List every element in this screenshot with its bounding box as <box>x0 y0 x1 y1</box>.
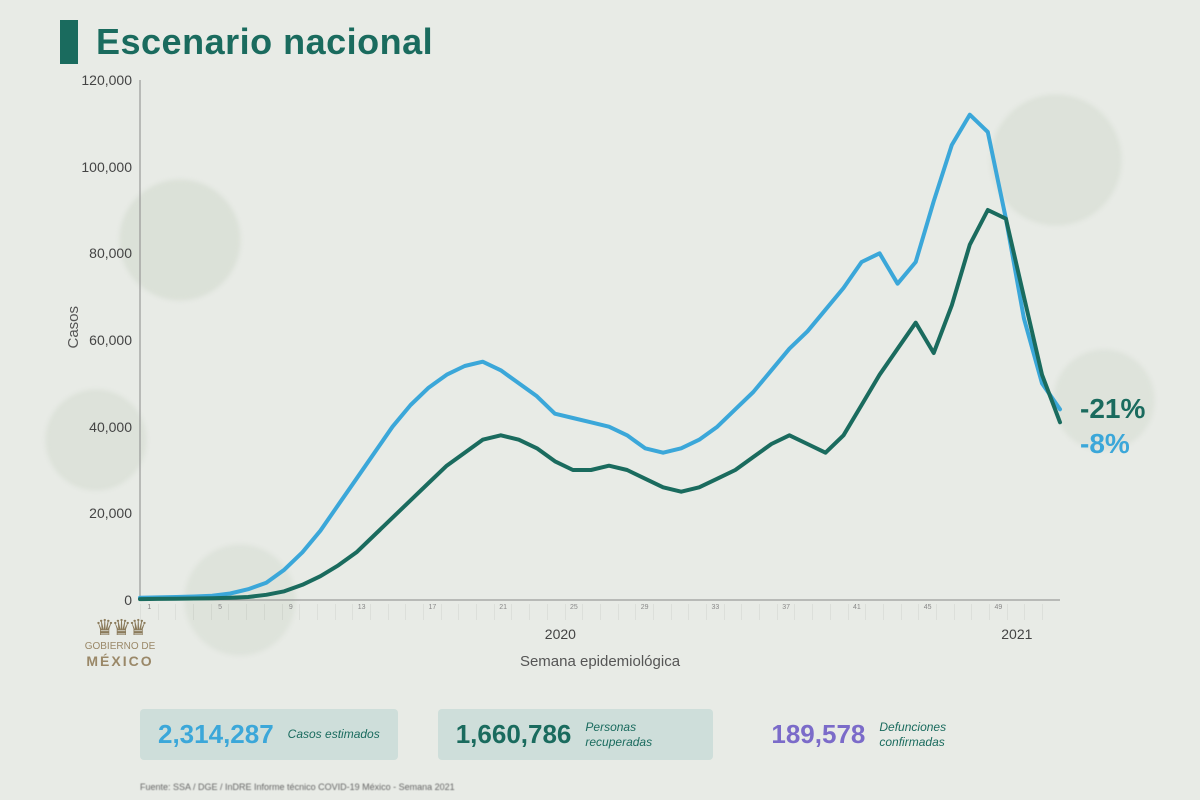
x-tick <box>954 604 972 620</box>
x-tick <box>441 604 459 620</box>
x-tick <box>724 604 742 620</box>
x-tick <box>794 604 812 620</box>
stat-defunciones: 189,578 Defunciones confirmadas <box>753 709 1007 760</box>
x-tick: 13 <box>352 604 370 620</box>
x-tick <box>193 604 211 620</box>
series-end-label: -21% <box>1080 393 1145 425</box>
x-tick: 21 <box>494 604 512 620</box>
x-tick <box>511 604 529 620</box>
x-tick <box>1007 604 1025 620</box>
page-title: Escenario nacional <box>96 21 433 63</box>
x-tick: 37 <box>777 604 795 620</box>
stat-value: 189,578 <box>771 719 865 750</box>
logo-line2: MÉXICO <box>70 653 170 670</box>
stat-label: Defunciones confirmadas <box>879 720 989 749</box>
stat-personas-recuperadas: 1,660,786 Personas recuperadas <box>438 709 714 760</box>
x-tick <box>264 604 282 620</box>
x-tick <box>476 604 494 620</box>
x-tick <box>1042 604 1060 620</box>
x-tick <box>370 604 388 620</box>
x-tick: 25 <box>565 604 583 620</box>
y-tick: 120,000 <box>81 72 132 88</box>
x-tick: 29 <box>635 604 653 620</box>
x-tick <box>936 604 954 620</box>
x-tick <box>228 604 246 620</box>
chart-container: Casos 020,00040,00060,00080,000100,00012… <box>140 80 1060 600</box>
x-tick <box>812 604 830 620</box>
x-tick <box>865 604 883 620</box>
x-tick <box>971 604 989 620</box>
title-accent-bar <box>60 20 78 64</box>
stat-value: 1,660,786 <box>456 719 572 750</box>
x-tick <box>618 604 636 620</box>
x-tick: 5 <box>211 604 229 620</box>
x-tick <box>299 604 317 620</box>
y-tick: 20,000 <box>89 505 132 521</box>
x-tick: 17 <box>423 604 441 620</box>
series-end-label: -8% <box>1080 428 1130 460</box>
y-tick: 80,000 <box>89 245 132 261</box>
x-tick <box>529 604 547 620</box>
x-tick: 33 <box>706 604 724 620</box>
stat-value: 2,314,287 <box>158 719 274 750</box>
x-tick: 45 <box>918 604 936 620</box>
x-tick <box>335 604 353 620</box>
x-tick <box>246 604 264 620</box>
x-tick <box>671 604 689 620</box>
x-tick <box>883 604 901 620</box>
stat-casos-estimados: 2,314,287 Casos estimados <box>140 709 398 760</box>
gobierno-logo: ♛♛♛ GOBIERNO DE MÉXICO <box>70 615 170 670</box>
x-tick <box>582 604 600 620</box>
x-tick <box>547 604 565 620</box>
x-tick <box>901 604 919 620</box>
x-tick <box>741 604 759 620</box>
x-tick <box>175 604 193 620</box>
y-tick: 60,000 <box>89 332 132 348</box>
x-tick-band: 15913172125293337414549 <box>140 604 1060 620</box>
x-year-2021: 2021 <box>1001 626 1032 642</box>
y-axis-label: Casos <box>65 306 82 349</box>
x-tick <box>317 604 335 620</box>
x-tick <box>759 604 777 620</box>
line-chart <box>140 80 1060 600</box>
x-tick <box>653 604 671 620</box>
series-line-estimados <box>140 115 1060 598</box>
logo-line1: GOBIERNO DE <box>70 641 170 653</box>
x-year-2020: 2020 <box>545 626 576 642</box>
x-tick <box>405 604 423 620</box>
footer-source: Fuente: SSA / DGE / InDRE Informe técnic… <box>140 782 455 792</box>
stats-row: 2,314,287 Casos estimados 1,660,786 Pers… <box>140 709 1140 760</box>
y-tick: 100,000 <box>81 159 132 175</box>
x-tick <box>830 604 848 620</box>
x-tick: 9 <box>282 604 300 620</box>
x-tick: 41 <box>848 604 866 620</box>
y-tick: 0 <box>124 592 132 608</box>
x-axis-label: Semana epidemiológica <box>520 653 680 670</box>
x-tick <box>388 604 406 620</box>
x-tick <box>600 604 618 620</box>
series-line-confirmados <box>140 210 1060 599</box>
y-tick: 40,000 <box>89 419 132 435</box>
crest-icon: ♛♛♛ <box>70 615 170 641</box>
x-tick <box>688 604 706 620</box>
stat-label: Personas recuperadas <box>585 720 695 749</box>
x-tick <box>458 604 476 620</box>
title-bar: Escenario nacional <box>60 20 433 64</box>
stat-label: Casos estimados <box>288 727 380 741</box>
x-tick: 49 <box>989 604 1007 620</box>
x-tick <box>1024 604 1042 620</box>
